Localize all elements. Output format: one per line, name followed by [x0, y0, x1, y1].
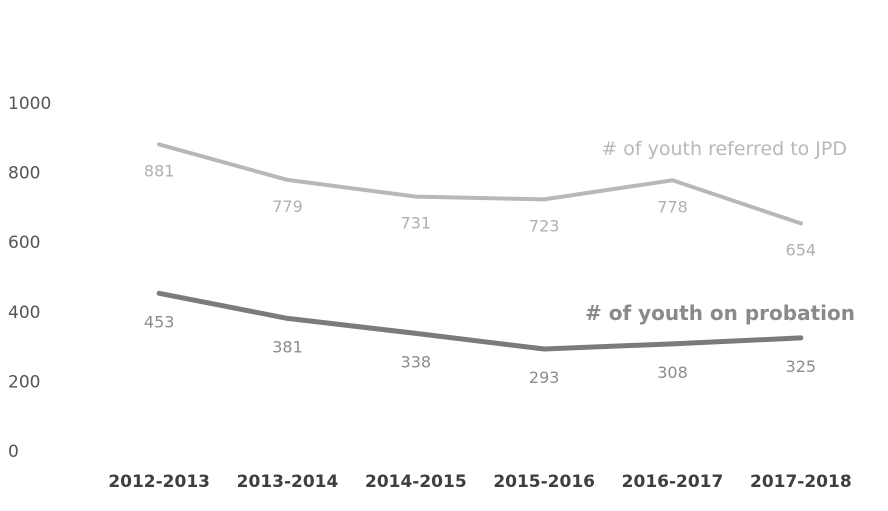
y-tick-label: 1000 [8, 94, 51, 114]
data-point [285, 316, 290, 321]
data-point [285, 177, 290, 182]
data-point [542, 347, 547, 352]
data-label: 308 [657, 363, 688, 382]
x-tick-label: 2014-2015 [365, 472, 467, 492]
x-tick-label: 2016-2017 [622, 472, 724, 492]
data-point [798, 335, 803, 340]
y-tick-label: 400 [8, 303, 40, 323]
y-tick-label: 200 [8, 372, 40, 392]
data-point [413, 194, 418, 199]
data-label: 779 [272, 197, 303, 216]
data-point [798, 221, 803, 226]
data-label: 338 [401, 352, 432, 371]
data-point [413, 331, 418, 336]
y-tick-label: 800 [8, 164, 40, 184]
data-label-layer: 881 779 731 723 778 654 453 381 338 293 308 325 [144, 161, 816, 387]
data-label: 453 [144, 312, 175, 331]
data-label: 881 [144, 161, 175, 180]
data-point [157, 142, 162, 147]
series-label-referred: # of youth referred to JPD [601, 138, 847, 160]
y-tick-label: 600 [8, 233, 40, 253]
x-tick-label: 2017-2018 [750, 472, 852, 492]
x-tick-label: 2015-2016 [493, 472, 595, 492]
data-label: 778 [657, 197, 688, 216]
y-tick-label: 0 [8, 442, 19, 462]
x-tick-label: 2013-2014 [237, 472, 339, 492]
data-point [670, 341, 675, 346]
x-tick-label: 2012-2013 [108, 472, 210, 492]
data-label: 293 [529, 368, 560, 387]
series-line-referred [157, 142, 803, 226]
series-label-probation: # of youth on probation [585, 301, 855, 325]
data-label: 381 [272, 337, 303, 356]
series-layer [156, 142, 804, 352]
y-axis: 0 200 400 600 800 1000 [8, 94, 51, 462]
data-point [542, 197, 547, 202]
data-label: 654 [786, 240, 817, 259]
data-label: 731 [401, 214, 432, 233]
series-line-probation [156, 290, 804, 352]
data-point [670, 178, 675, 183]
data-label: 723 [529, 216, 560, 235]
x-axis: 2012-2013 2013-2014 2014-2015 2015-2016 2016… [108, 472, 851, 492]
data-label: 325 [786, 357, 817, 376]
data-point [157, 291, 162, 296]
